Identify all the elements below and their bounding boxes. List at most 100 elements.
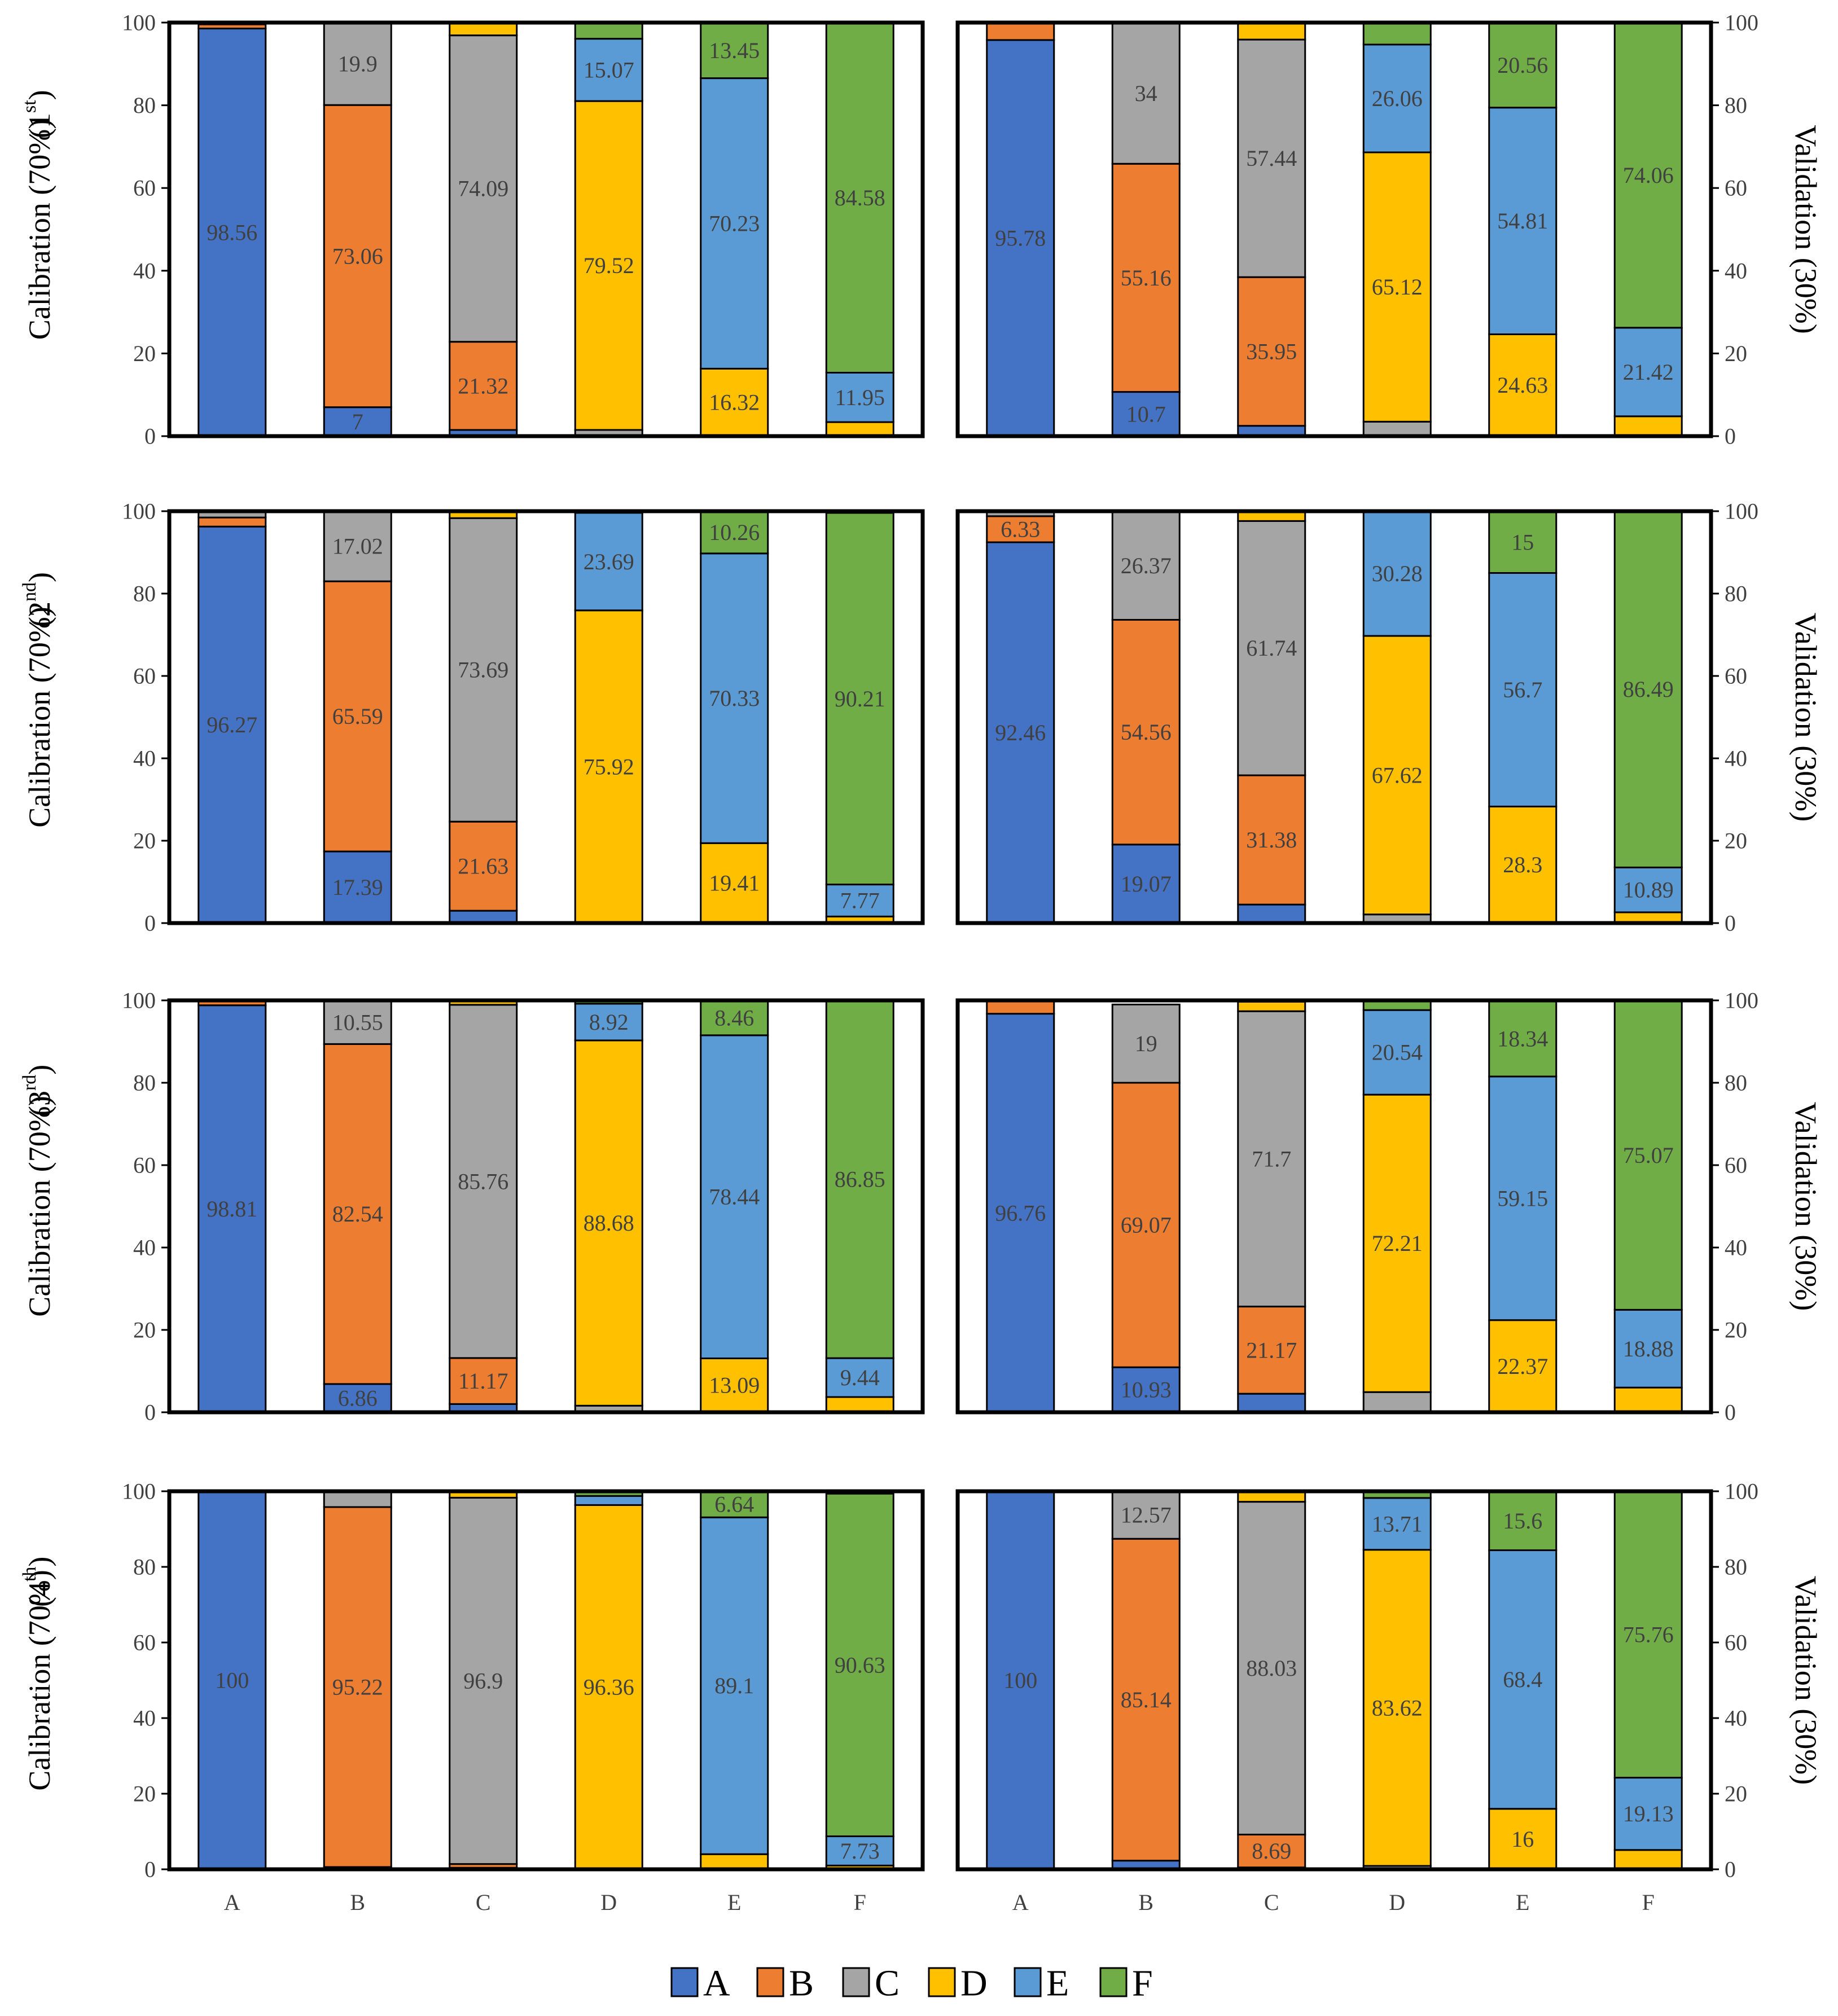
y-tick-label: 60 [1725,664,1747,689]
data-label-E: 59.15 [1497,1185,1548,1211]
data-label-D: 67.62 [1372,762,1423,788]
bar-segment-A-A [986,1013,1055,1413]
data-label-F: 21.42 [1623,359,1674,385]
bar-segment-D-E [574,38,643,102]
y-tick-label: 60 [1725,1153,1747,1178]
y-tick-label: 60 [133,664,156,689]
data-label-E: 10.26 [709,520,760,545]
legend-swatch-C [842,1967,870,1997]
chart-panel-run-2-validation: 92.46 6.33 19.07 54.56 26.37 31.38 61.74 67.62 3… [955,499,1823,936]
y-tick-label: 40 [1725,746,1747,771]
legend-label-C: C [875,1963,900,2004]
data-label-B: 10.55 [332,1009,383,1035]
category-label-C: C [476,1890,491,1915]
y-tick-label: 60 [133,175,156,201]
data-label-D: 72.21 [1372,1231,1423,1256]
bar-segment-C-D [1237,1000,1306,1012]
data-label-E: 78.44 [709,1184,760,1210]
y-tick-label: 40 [1725,258,1747,283]
y-tick-label: 80 [133,581,156,607]
data-label-A: 100 [215,1668,249,1693]
y-axis-title: Calibration (70%) [23,119,56,340]
bar-segment-E-E [700,77,769,370]
y-tick-label: 20 [1725,1781,1747,1807]
y-tick-label: 40 [1725,1235,1747,1260]
bar-segment-A-B [986,999,1055,1015]
data-label-F: 7.73 [840,1838,880,1864]
data-label-E: 19.41 [709,871,760,896]
row-label-close: ) [23,1065,56,1075]
category-label-E: E [1516,1890,1529,1915]
data-label-E: 20.56 [1497,52,1548,78]
y-tick-label: 0 [1725,424,1736,449]
data-label-D: 79.52 [584,253,634,278]
bar-segment-F-F [1613,21,1683,329]
y-axis-title: Calibration (70%) [23,1570,56,1790]
bar-segment-B-A [1111,844,1181,924]
y-tick-label: 100 [1725,1479,1758,1504]
data-label-F: 74.06 [1623,162,1674,188]
data-label-D: 65.12 [1372,274,1423,300]
bar-segment-B-A [323,1383,392,1413]
bar-segment-C-D [1237,21,1306,41]
bar-segment-A-B [986,21,1055,41]
bar-segment-B-C [323,999,392,1045]
bar-segment-F-E [1613,1777,1683,1851]
bar-segment-C-B [449,820,518,912]
plot-frame [955,20,1713,438]
legend-swatch-A [670,1967,699,1997]
y-axis-title: Validation (30%) [1789,1102,1823,1311]
bar-segment-B-B [1111,162,1181,393]
bar-segment-E-E [1488,1549,1558,1810]
y-tick-label: 60 [1725,175,1747,201]
data-label-F: 11.95 [835,385,885,410]
bar-segment-F-E [1613,1308,1683,1389]
chart-panel-run-2-calibration: 96.27 17.39 65.59 17.02 21.63 73.69 75.92 23.69… [19,499,925,936]
data-label-F: 18.88 [1623,1336,1674,1361]
bar-segment-E-F [1488,1000,1558,1078]
data-label-E: 6.64 [714,1492,754,1517]
y-axis-title: Calibration (70%) [23,1096,56,1316]
plot-frame [955,998,1713,1415]
legend-swatch-B [756,1967,784,1997]
y-tick-label: 60 [133,1630,156,1655]
y-tick-label: 0 [1725,1400,1736,1425]
bar-segment-F-D [825,1396,894,1413]
legend-swatch-D [928,1967,956,1997]
data-label-F: 7.77 [840,888,880,913]
data-label-F: 86.85 [835,1167,885,1192]
data-label-F: 9.44 [840,1365,880,1390]
category-label-B: B [1138,1890,1153,1915]
y-tick-label: 20 [1725,1317,1747,1343]
bar-segment-B-C [323,21,392,106]
y-tick-label: 80 [1725,581,1747,607]
data-label-A: 6.33 [1001,516,1040,542]
bar-segment-C-C [449,1496,518,1865]
bar-segment-C-D [449,22,518,37]
data-label-B: 34 [1135,81,1157,106]
y-tick-label: 40 [133,258,156,283]
bar-segment-C-B [1237,1833,1306,1869]
y-tick-label: 0 [144,1857,156,1882]
bar-segment-C-C [1237,1501,1306,1835]
bar-segment-D-E [1362,1009,1432,1096]
y-axis-title: Validation (30%) [1789,1576,1823,1785]
data-label-E: 70.33 [709,686,760,711]
y-tick-label: 40 [133,1235,156,1260]
data-label-C: 21.17 [1246,1337,1297,1363]
data-label-D: 75.92 [584,754,634,779]
row-label-superscript: nd [19,582,40,601]
bar-segment-B-B [323,1506,392,1868]
bar-segment-C-B [1237,774,1306,906]
data-label-E: 28.3 [1503,852,1542,877]
data-label-E: 15 [1511,529,1534,555]
data-label-C: 73.69 [458,657,508,683]
y-tick-label: 0 [144,911,156,936]
data-label-A: 100 [1003,1668,1037,1693]
y-tick-label: 100 [1725,10,1758,36]
bar-segment-F-F [825,1492,894,1838]
data-label-F: 90.63 [835,1652,885,1677]
category-label-F: F [1642,1890,1655,1915]
bar-segment-B-B [323,1043,392,1385]
data-label-C: 21.32 [458,373,508,398]
